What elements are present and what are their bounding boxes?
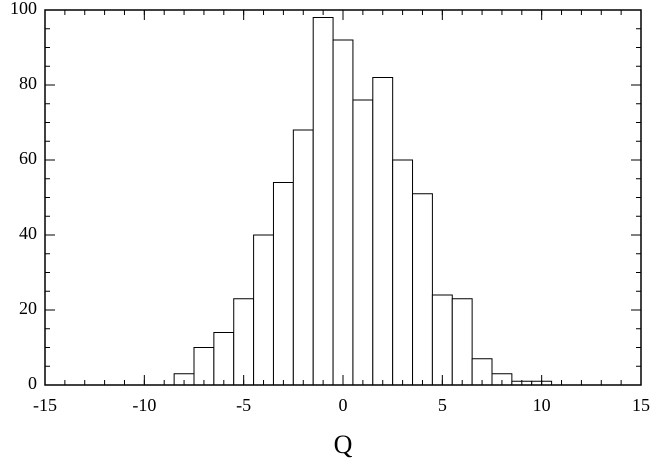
bar	[451, 298, 473, 386]
y-tick-label: 20	[19, 298, 37, 318]
bar	[292, 129, 314, 386]
bar	[253, 234, 274, 386]
bar	[312, 17, 334, 386]
x-tick-label: 5	[438, 395, 447, 415]
x-tick-label: -10	[132, 395, 156, 415]
bar	[372, 77, 394, 386]
y-tick-label: 80	[19, 73, 37, 93]
bar	[332, 39, 354, 386]
y-tick-label: 40	[19, 223, 37, 243]
bar	[412, 193, 433, 386]
x-tick-label: 0	[339, 395, 348, 415]
plot-frame	[44, 9, 642, 386]
bar	[392, 159, 414, 386]
x-tick-label: -5	[236, 395, 251, 415]
x-tick-label: -15	[33, 395, 57, 415]
x-tick-label: 10	[533, 395, 551, 415]
bar	[233, 298, 255, 386]
x-axis-label: Q	[334, 430, 353, 459]
y-tick-label: 100	[10, 0, 37, 18]
bar	[272, 182, 294, 386]
bar	[431, 294, 453, 386]
bar	[193, 347, 215, 386]
y-tick-label: 0	[28, 373, 37, 393]
y-tick-label: 60	[19, 148, 37, 168]
x-tick-label: 15	[632, 395, 650, 415]
bar	[352, 99, 374, 386]
bar	[213, 332, 235, 386]
